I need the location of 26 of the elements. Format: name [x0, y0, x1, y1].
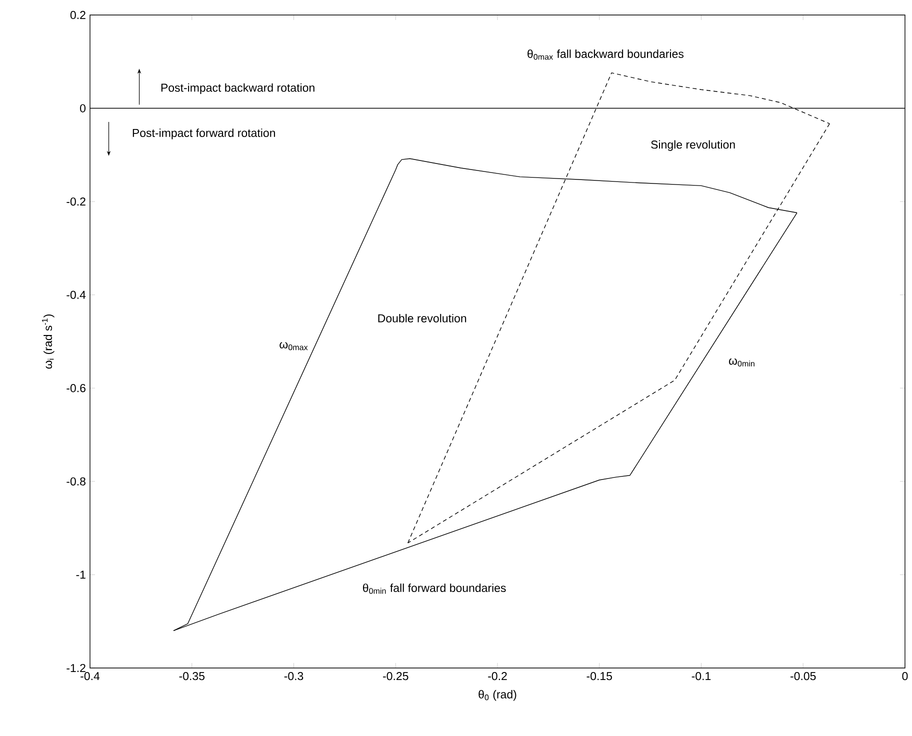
x-tick-label: -0.35: [179, 672, 204, 680]
x-axis-title: θ$_{0}$ (rad): [478, 690, 516, 701]
y-tick-label: -0.8: [66, 477, 86, 486]
y-tick-label: -1.2: [66, 664, 86, 672]
y-tick-label: -1: [76, 570, 86, 579]
annotation: θ$_{0max}$ fall backward boundaries: [528, 50, 684, 60]
x-tick-label: -0.15: [586, 672, 612, 680]
y-tick-label: -0.6: [66, 384, 86, 392]
annotation: Post-impact forward rotation: [132, 128, 275, 140]
x-tick-label: -0.25: [383, 672, 408, 680]
x-tick-label: 0: [902, 672, 908, 680]
annotation: Single revolution: [651, 140, 735, 151]
annotation: ω$_{0min}$: [728, 358, 754, 367]
y-tick-label: 0.2: [70, 10, 86, 20]
y-tick-label: -0.2: [66, 198, 86, 206]
annotation: Post-impact backward rotation: [161, 83, 314, 94]
y-tick-label: -0.4: [66, 290, 86, 299]
x-tick-label: -0.3: [284, 672, 304, 680]
y-tick-label: 0: [80, 104, 86, 112]
y-axis-title: ω$_{i}$ (rad s$^{-1}$): [42, 314, 54, 369]
annotation: θ$_{0min}$ fall forward boundaries: [362, 584, 506, 594]
annotation: Double revolution: [378, 314, 466, 322]
x-tick-label: -0.05: [790, 672, 816, 680]
x-tick-label: -0.2: [488, 672, 507, 680]
x-tick-label: -0.1: [692, 672, 711, 680]
annotation: ω$_{0max}$: [280, 342, 308, 350]
